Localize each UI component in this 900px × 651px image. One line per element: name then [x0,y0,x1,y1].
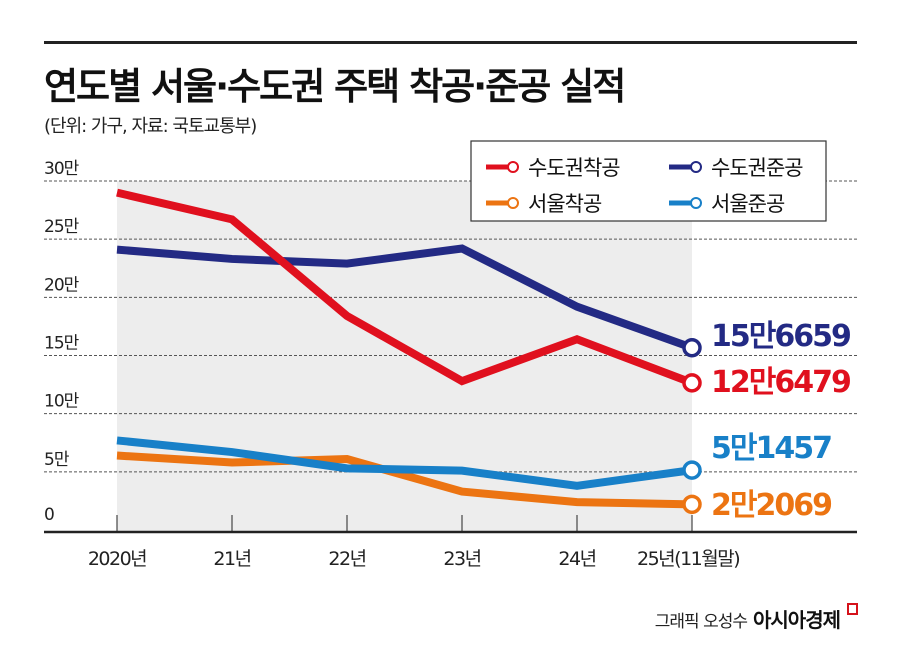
credit: 그래픽 오성수 아시아경제 [654,604,841,633]
y-tick-label: 30만 [44,159,80,179]
legend-label: 수도권준공 [711,156,803,180]
y-tick-label: 0 [44,505,54,525]
y-tick-label: 5만 [44,450,70,470]
x-tick-label: 24년 [558,548,595,570]
series-line [116,451,693,509]
y-tick-label: 25만 [44,217,80,237]
x-tick-label: 2020년 [88,548,146,570]
x-tick-label: 22년 [328,548,365,570]
legend-label: 서울준공 [711,192,785,216]
y-tick-label: 15만 [44,334,80,354]
series-line [116,244,694,352]
x-axis-ticks: 2020년 21년 22년 23년 24년 25년(11월말) [88,515,741,570]
chart-title: 연도별 서울·수도권 주택 착공·준공 실적 [44,65,626,108]
byline: 그래픽 오성수 [654,612,748,632]
legend-marker [690,161,702,173]
legend-box [470,140,827,222]
x-tick-label: 21년 [213,548,250,570]
end-point-marker [682,460,702,480]
end-labels: 12만6479 15만6659 2만2069 5만1457 [711,319,852,523]
chart-subtitle: (단위: 가구, 자료: 국토교통부) [44,116,257,137]
legend-marker [507,161,519,173]
x-tick-label: 23년 [443,548,480,570]
legend-marker [690,197,702,209]
end-value-label: 2만2069 [711,488,831,523]
x-tick-label: 25년(11월말) [637,548,739,570]
series-lines [116,188,702,515]
end-value-label: 5만1457 [711,431,831,466]
y-tick-label: 10만 [44,392,80,412]
series-line [116,188,694,387]
end-value-label: 12만6479 [711,365,850,400]
legend-label: 수도권착공 [528,156,620,180]
top-rule [44,41,857,44]
y-tick-label: 20만 [44,275,80,295]
y-axis-ticks: 0 5만 10만 15만 20만 25만 30만 [44,159,81,525]
end-point-marker [682,494,702,515]
end-value-label: 15만6659 [711,319,850,354]
brand-mark-icon [847,603,858,615]
legend-label: 서울착공 [528,192,602,216]
end-point-marker [682,338,702,358]
brand-logo: 아시아경제 [753,608,841,632]
series-line [116,436,693,490]
legend-marker [507,197,519,209]
end-point-marker [682,373,702,393]
